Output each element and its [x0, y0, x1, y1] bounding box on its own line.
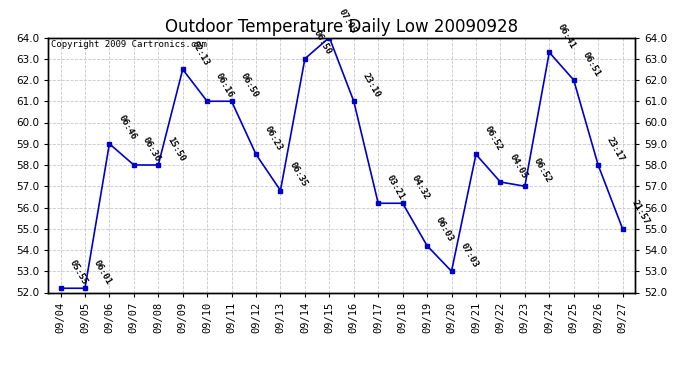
- Title: Outdoor Temperature Daily Low 20090928: Outdoor Temperature Daily Low 20090928: [165, 18, 518, 36]
- Text: 23:10: 23:10: [361, 71, 382, 99]
- Text: 07:03: 07:03: [458, 241, 480, 269]
- Text: 06:46: 06:46: [117, 114, 137, 142]
- Text: 07:05: 07:05: [336, 8, 357, 35]
- Text: 04:32: 04:32: [410, 173, 431, 201]
- Text: 15:50: 15:50: [165, 135, 186, 163]
- Text: 05:55: 05:55: [68, 258, 89, 286]
- Text: 21:57: 21:57: [629, 199, 651, 226]
- Text: 06:35: 06:35: [288, 160, 308, 188]
- Text: 06:01: 06:01: [92, 258, 113, 286]
- Text: 06:51: 06:51: [581, 50, 602, 78]
- Text: 06:52: 06:52: [483, 124, 504, 152]
- Text: 06:03: 06:03: [434, 216, 455, 244]
- Text: 06:50: 06:50: [312, 29, 333, 57]
- Text: 06:23: 06:23: [263, 124, 284, 152]
- Text: 06:41: 06:41: [556, 22, 578, 50]
- Text: 03:21: 03:21: [385, 173, 406, 201]
- Text: 23:17: 23:17: [605, 135, 627, 163]
- Text: 06:36: 06:36: [141, 135, 162, 163]
- Text: 06:50: 06:50: [239, 71, 259, 99]
- Text: Copyright 2009 Cartronics.com: Copyright 2009 Cartronics.com: [51, 40, 207, 49]
- Text: 06:52: 06:52: [532, 156, 553, 184]
- Text: 04:05: 04:05: [507, 152, 529, 180]
- Text: 06:16: 06:16: [214, 71, 235, 99]
- Text: 02:13: 02:13: [190, 39, 211, 67]
